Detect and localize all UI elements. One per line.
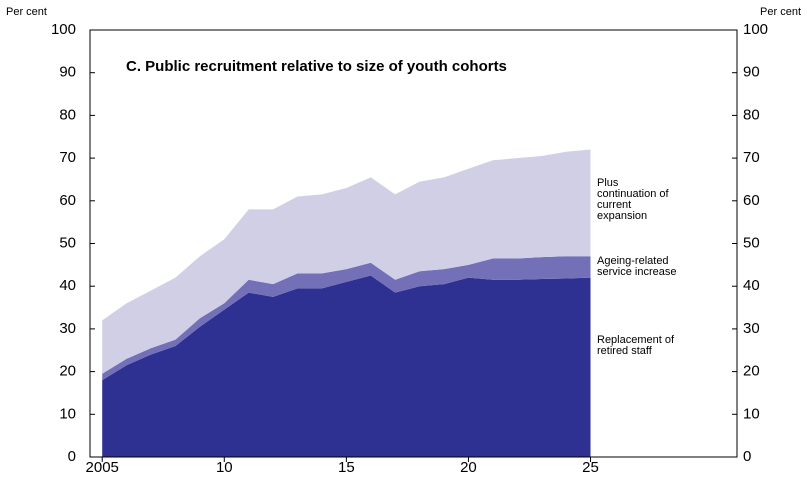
y-tick-label: 40 (59, 277, 76, 294)
x-tick-label: 2005 (86, 459, 119, 476)
y2-tick-label: 80 (743, 106, 760, 123)
area (102, 256, 591, 381)
x-tick-label: 25 (582, 459, 599, 476)
chart-title: C. Public recruitment relative to size o… (126, 58, 507, 75)
y2-tick-label: 90 (743, 64, 760, 81)
y-tick-label: 70 (59, 149, 76, 166)
y2-tick-label: 70 (743, 149, 760, 166)
y2-tick-label: 100 (743, 21, 768, 38)
y-axis-label: Per cent (6, 6, 47, 18)
x-tick-label: 10 (216, 459, 233, 476)
y-tick-label: 90 (59, 64, 76, 81)
y2-axis-label: Per cent (760, 6, 801, 18)
y-tick-label: 60 (59, 192, 76, 209)
y-tick-label: 0 (68, 448, 76, 465)
area (102, 149, 591, 374)
area (102, 275, 591, 457)
series-label: Ageing-related service increase (597, 255, 677, 278)
y2-tick-label: 40 (743, 277, 760, 294)
y-tick-label: 10 (59, 405, 76, 422)
y2-tick-label: 50 (743, 234, 760, 251)
y-tick-label: 20 (59, 363, 76, 380)
y2-tick-label: 20 (743, 363, 760, 380)
y-tick-label: 80 (59, 106, 76, 123)
series-label: Replacement of retired staff (597, 334, 675, 357)
y-tick-label: 50 (59, 234, 76, 251)
y-tick-label: 100 (51, 21, 76, 38)
y-tick-label: 30 (59, 320, 76, 337)
y2-tick-label: 30 (743, 320, 760, 337)
y2-tick-label: 10 (743, 405, 760, 422)
x-tick-label: 15 (338, 459, 355, 476)
x-tick-label: 20 (460, 459, 477, 476)
series-label: Plus continuation of current expansion (597, 177, 669, 222)
y2-tick-label: 0 (743, 448, 751, 465)
y2-tick-label: 60 (743, 192, 760, 209)
